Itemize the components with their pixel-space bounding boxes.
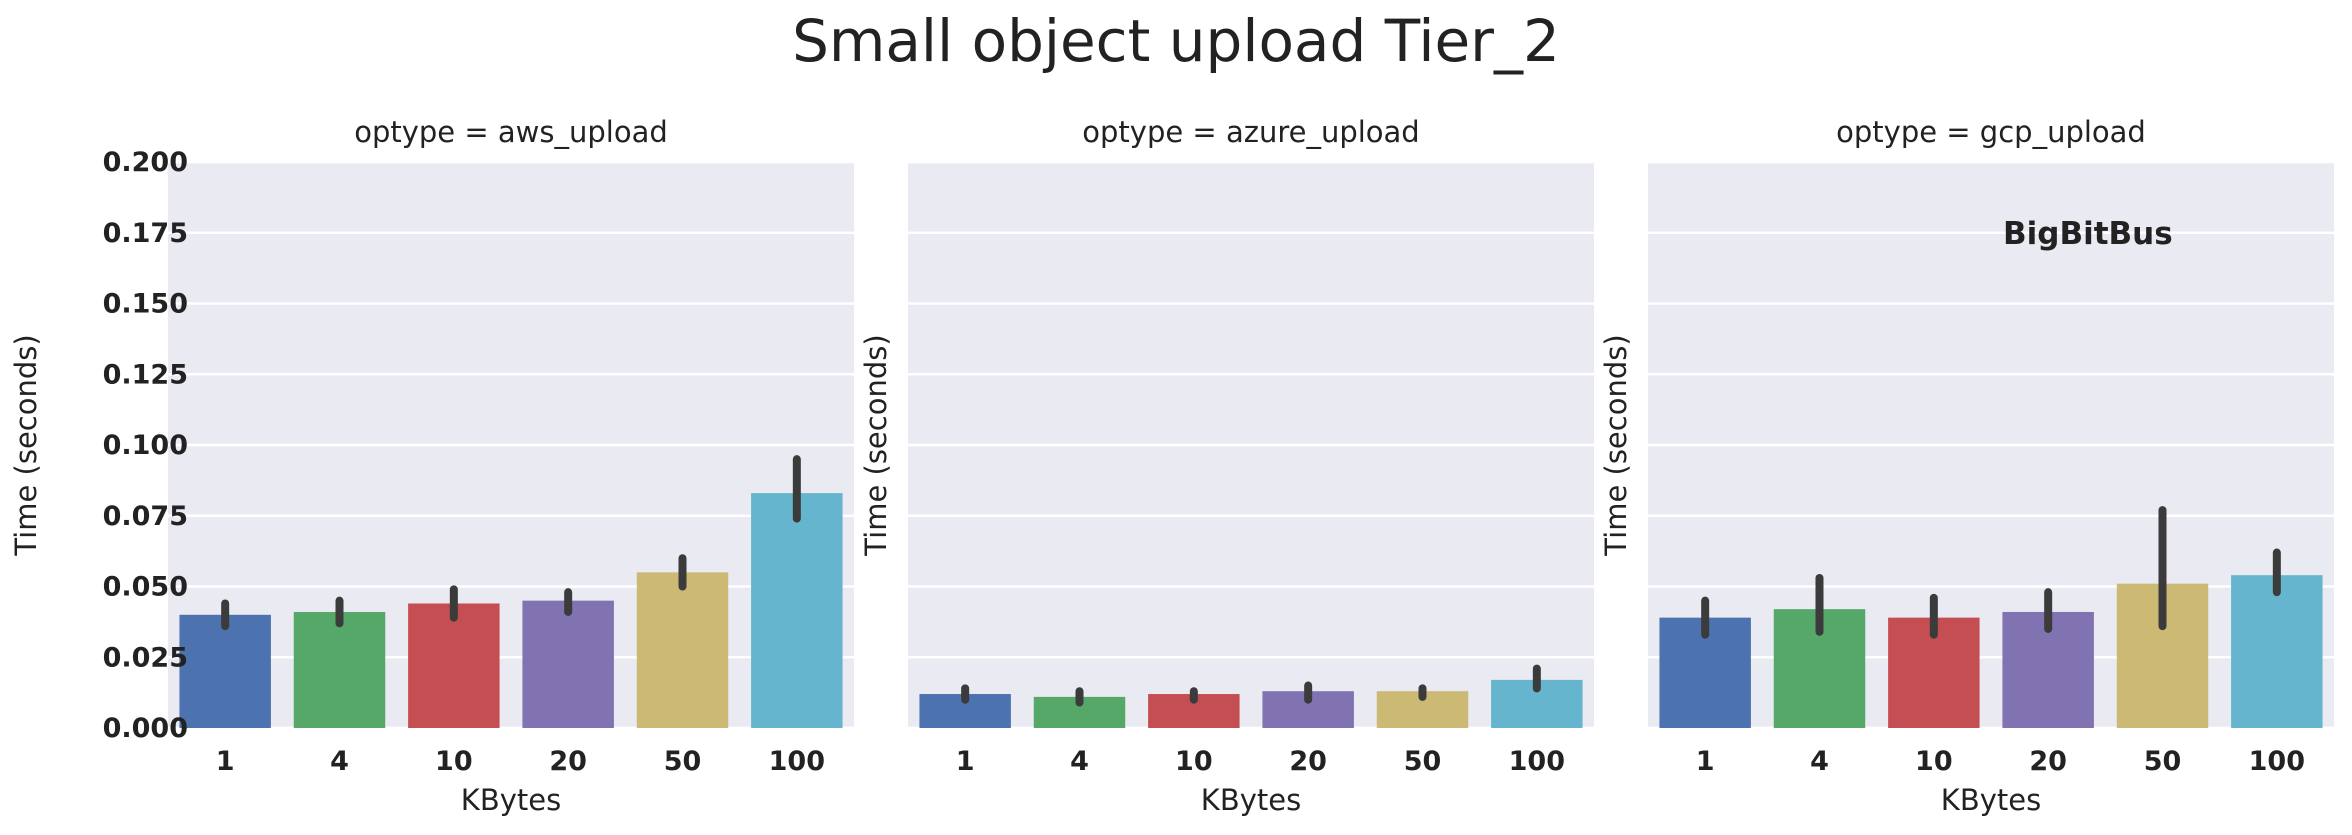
y-tick-label: 0.200 [103, 147, 188, 178]
y-tick-label: 0.125 [103, 359, 188, 390]
bar [2231, 575, 2323, 728]
x-tick-label: 1 [956, 746, 975, 777]
bar [293, 611, 386, 728]
y-axis-label: Time (seconds) [859, 334, 893, 556]
panel-title: optype = aws_upload [354, 115, 668, 149]
y-tick-label: 0.150 [103, 289, 188, 320]
x-axis-label: KBytes [1941, 783, 2041, 817]
x-tick-label: 20 [1289, 746, 1327, 777]
y-tick-label: 0.075 [103, 501, 188, 532]
x-axis-label: KBytes [1201, 783, 1301, 817]
bar [408, 603, 500, 728]
panel-title: optype = gcp_upload [1836, 115, 2146, 149]
x-tick-label: 4 [1070, 746, 1089, 777]
chart-title: Small object upload Tier_2 [792, 7, 1560, 75]
x-axis-label: KBytes [461, 783, 561, 817]
x-tick-label: 4 [1810, 746, 1829, 777]
y-tick-label: 0.000 [103, 713, 188, 744]
y-tick-label: 0.025 [103, 642, 188, 673]
bar [751, 493, 843, 728]
x-tick-label: 20 [2029, 746, 2067, 777]
x-tick-label: 50 [2144, 746, 2182, 777]
x-tick-label: 10 [1175, 746, 1213, 777]
x-tick-label: 10 [435, 746, 473, 777]
watermark-text: BigBitBus [2003, 216, 2173, 252]
bar [636, 572, 729, 728]
x-tick-label: 1 [1696, 746, 1715, 777]
y-axis-label: Time (seconds) [9, 334, 43, 556]
x-tick-label: 10 [1915, 746, 1953, 777]
x-tick-label: 50 [1404, 746, 1442, 777]
bar [179, 614, 271, 728]
x-tick-label: 100 [2249, 746, 2305, 777]
x-tick-label: 50 [664, 746, 702, 777]
x-tick-label: 4 [330, 746, 349, 777]
x-tick-label: 100 [769, 746, 825, 777]
y-tick-label: 0.100 [103, 430, 188, 461]
y-tick-label: 0.175 [103, 218, 188, 249]
x-tick-label: 20 [549, 746, 587, 777]
panel-title: optype = azure_upload [1082, 115, 1419, 149]
bar [522, 600, 614, 728]
x-tick-label: 1 [216, 746, 235, 777]
y-axis-label: Time (seconds) [1599, 334, 1633, 556]
y-tick-label: 0.050 [103, 572, 188, 603]
x-tick-label: 100 [1509, 746, 1565, 777]
